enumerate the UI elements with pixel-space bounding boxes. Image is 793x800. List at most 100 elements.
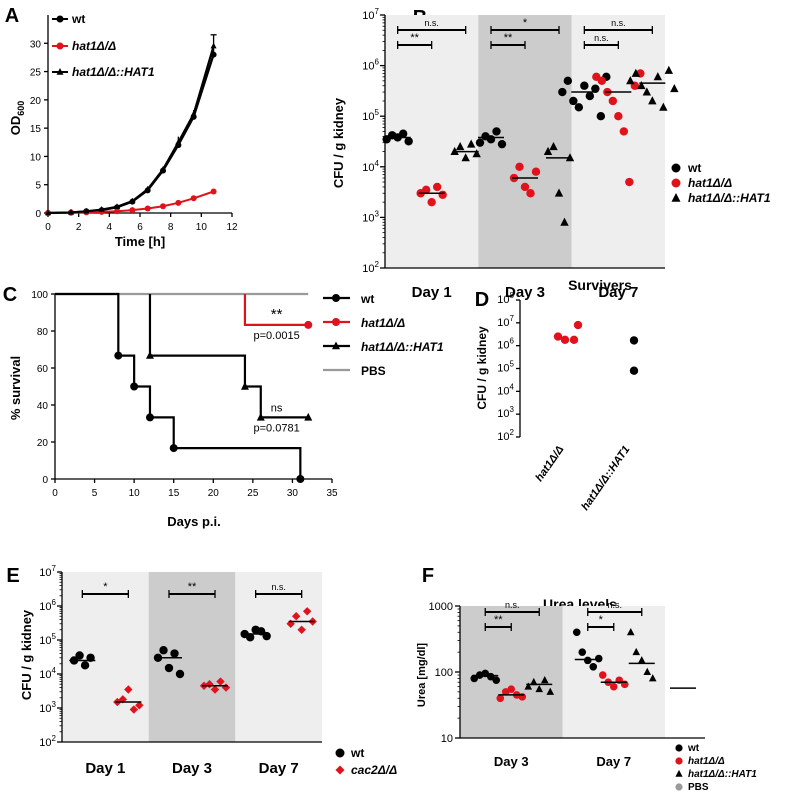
legend-label-f: hat1Δ/Δ::HAT1 (688, 769, 757, 780)
data-point (637, 656, 646, 664)
x-category-label: Day 1 (412, 284, 452, 301)
data-point-a (129, 197, 136, 204)
y-tick-label: 105 (362, 108, 379, 123)
data-point (569, 96, 578, 106)
data-point (432, 182, 442, 192)
x-tick-label-a: 6 (137, 222, 143, 233)
data-point-a (45, 209, 51, 216)
data-point (221, 683, 231, 692)
data-point (632, 647, 641, 656)
y-tick-label: 10 (441, 733, 453, 745)
legend-label-b: hat1Δ/Δ::HAT1 (688, 191, 771, 205)
x-category-label-d: hat1Δ/Δ::HAT1 (579, 444, 632, 513)
y-tick-label-d: 107 (497, 314, 514, 329)
data-point (159, 646, 168, 655)
y-tick-label-a: 30 (30, 39, 42, 50)
legend-label-f: PBS (688, 782, 709, 793)
y-axis-label-e: CFU / g kidney (19, 609, 34, 700)
data-point (558, 87, 567, 97)
y-tick-label: 107 (362, 7, 379, 22)
data-point (664, 65, 674, 74)
panel-letter-c: C (3, 284, 17, 306)
data-point (170, 649, 179, 658)
data-point (438, 190, 447, 199)
survival-mark (296, 475, 305, 483)
data-point (526, 189, 535, 198)
y-tick-label: 100 (435, 667, 453, 679)
data-point (245, 633, 255, 642)
data-point (549, 141, 558, 151)
data-point (297, 625, 306, 634)
data-point-d (629, 366, 639, 375)
y-tick-label-c: 40 (37, 401, 49, 412)
data-point (535, 684, 544, 693)
legend-label-e: cac2Δ/Δ (351, 763, 397, 777)
y-tick-label: 102 (39, 734, 56, 749)
y-tick-label-d: 105 (497, 360, 514, 375)
data-point (216, 677, 225, 686)
x-tick-label-a: 0 (45, 222, 51, 233)
data-point (585, 91, 595, 101)
y-tick-label: 107 (39, 564, 56, 579)
data-point (75, 651, 84, 660)
legend-label-a: wt (71, 12, 85, 26)
data-point (580, 81, 589, 90)
x-tick-label-a: 10 (196, 222, 208, 233)
data-point (546, 687, 555, 695)
legend-marker-a (56, 15, 64, 23)
data-point (591, 84, 600, 93)
y-tick-label: 106 (39, 598, 56, 613)
y-tick-label-d: 106 (497, 337, 514, 352)
data-point-a (144, 185, 151, 192)
significance-label: ** (504, 32, 513, 44)
data-point (286, 619, 295, 628)
data-point (118, 695, 128, 704)
data-point (291, 612, 301, 621)
y-tick-label-d: 102 (497, 428, 514, 443)
significance-label: n.s. (594, 33, 609, 43)
data-point (572, 628, 581, 637)
legend-label-c: hat1Δ/Δ (361, 316, 405, 330)
data-point (124, 685, 133, 694)
day-band (148, 572, 236, 742)
x-tick-label-c: 30 (287, 488, 299, 499)
x-tick-label-a: 12 (226, 222, 238, 233)
annotation-pvalue-c: p=0.0781 (254, 422, 300, 434)
data-point (497, 139, 507, 149)
legend-label-a: hat1Δ/Δ (72, 39, 116, 53)
data-point (529, 677, 538, 686)
y-tick-label-c: 80 (37, 327, 49, 338)
x-tick-label-c: 35 (326, 488, 338, 499)
data-point-a (129, 207, 136, 214)
data-point (631, 68, 641, 77)
data-point (520, 182, 530, 192)
x-category-label: Day 7 (259, 760, 299, 777)
annotation-pvalue-c: p=0.0015 (254, 330, 300, 342)
survival-mark (145, 413, 154, 422)
legend-marker-f (675, 757, 683, 765)
survival-curve-1 (243, 294, 309, 326)
x-category-label: Day 7 (598, 284, 638, 301)
data-point-d (629, 336, 639, 345)
data-point (659, 102, 668, 111)
data-point (583, 656, 592, 665)
x-tick-label-c: 20 (208, 488, 220, 499)
data-point (648, 674, 657, 682)
legend-marker-a (56, 68, 64, 75)
data-point (643, 667, 652, 675)
legend-marker-b (671, 193, 681, 202)
data-point (642, 87, 652, 96)
data-point-a (160, 203, 166, 210)
data-point (597, 76, 607, 86)
data-point (302, 607, 312, 616)
data-point (543, 146, 553, 155)
data-point-a (114, 203, 120, 209)
data-point (466, 139, 476, 148)
x-tick-label-a: 8 (168, 222, 174, 233)
data-point (515, 162, 524, 171)
legend-marker-e (335, 765, 345, 775)
data-point (80, 661, 90, 670)
data-point (670, 83, 679, 93)
legend-marker-f (675, 744, 683, 752)
